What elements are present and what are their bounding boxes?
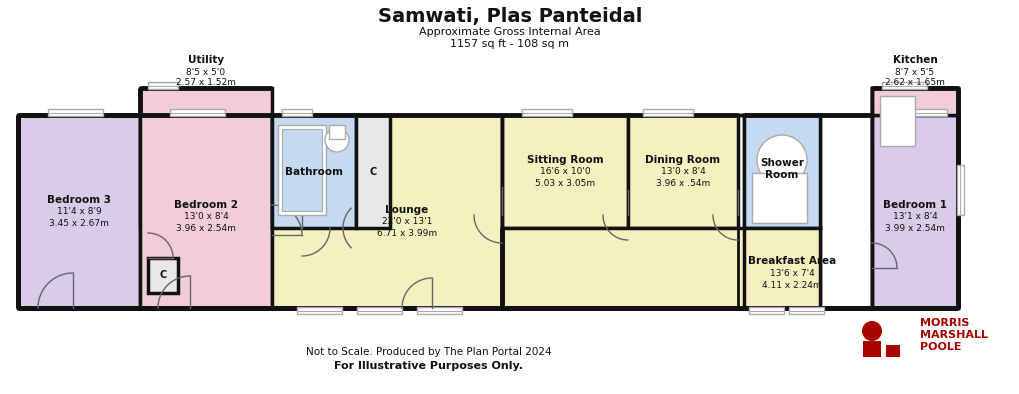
Text: Bedroom 3: Bedroom 3	[47, 195, 111, 204]
Bar	[743, 115, 819, 228]
Bar	[356, 115, 389, 228]
Text: Bathroom: Bathroom	[284, 167, 342, 177]
Circle shape	[861, 321, 881, 341]
Bar	[789, 307, 823, 314]
Text: Sitting Room: Sitting Room	[526, 154, 602, 165]
Text: Utility: Utility	[187, 55, 224, 65]
Text: 5.03 x 3.05m: 5.03 x 3.05m	[534, 179, 594, 188]
Bar	[18, 115, 140, 308]
Text: 2.57 x 1.52m: 2.57 x 1.52m	[176, 78, 235, 87]
Text: 8'5 x 5'0: 8'5 x 5'0	[186, 67, 225, 76]
Text: 3.45 x 2.67m: 3.45 x 2.67m	[49, 219, 109, 228]
Bar	[48, 109, 103, 116]
Text: 3.99 x 2.54m: 3.99 x 2.54m	[884, 224, 944, 233]
Bar	[329, 125, 344, 139]
Bar	[148, 82, 178, 89]
Text: POOLE: POOLE	[919, 342, 961, 352]
Bar	[886, 345, 899, 357]
Bar	[522, 109, 572, 116]
Bar	[357, 307, 401, 314]
Bar	[743, 228, 819, 308]
Bar	[501, 228, 819, 308]
Text: 3.96 x .54m: 3.96 x .54m	[655, 179, 709, 188]
Text: 3.96 x 2.54m: 3.96 x 2.54m	[176, 224, 235, 233]
Text: Lounge: Lounge	[385, 204, 428, 214]
Bar	[170, 109, 225, 116]
Text: C: C	[369, 167, 376, 177]
Bar	[881, 82, 926, 89]
Bar	[628, 115, 738, 228]
Text: 4.11 x 2.24m: 4.11 x 2.24m	[761, 281, 821, 290]
Bar	[140, 88, 272, 228]
Bar	[871, 115, 957, 308]
Text: Room: Room	[764, 170, 798, 180]
Circle shape	[325, 128, 348, 152]
Text: C: C	[159, 270, 166, 280]
Bar	[751, 173, 806, 223]
Text: For Illustrative Purposes Only.: For Illustrative Purposes Only.	[333, 361, 523, 371]
Bar	[356, 115, 389, 228]
Text: Breakfast Area: Breakfast Area	[747, 256, 836, 266]
Text: Bedroom 2: Bedroom 2	[174, 199, 237, 210]
Text: Approximate Gross Internal Area: Approximate Gross Internal Area	[419, 27, 600, 37]
Bar	[871, 88, 957, 115]
Bar	[281, 109, 312, 116]
Bar	[871, 115, 957, 308]
Bar	[272, 115, 356, 228]
Text: 16'6 x 10'0: 16'6 x 10'0	[539, 167, 590, 176]
Bar	[272, 115, 501, 308]
Bar	[748, 307, 784, 314]
Bar	[501, 115, 628, 228]
Bar	[956, 165, 963, 215]
Bar	[278, 125, 326, 215]
Text: 2.62 x 1.65m: 2.62 x 1.65m	[884, 78, 944, 87]
Bar	[297, 307, 341, 314]
Text: MARSHALL: MARSHALL	[919, 330, 987, 340]
Text: 13'0 x 8'4: 13'0 x 8'4	[660, 167, 705, 176]
Text: 13'6 x 7'4: 13'6 x 7'4	[769, 268, 813, 277]
Text: 6.71 x 3.99m: 6.71 x 3.99m	[377, 229, 436, 238]
Bar	[272, 115, 356, 228]
Bar	[871, 88, 957, 115]
Text: Samwati, Plas Panteidal: Samwati, Plas Panteidal	[377, 6, 642, 26]
Text: Not to Scale. Produced by The Plan Portal 2024: Not to Scale. Produced by The Plan Porta…	[306, 347, 550, 357]
Bar	[879, 96, 914, 146]
Text: 1157 sq ft - 108 sq m: 1157 sq ft - 108 sq m	[450, 39, 569, 49]
Bar	[871, 88, 957, 228]
Text: 8'7 x 5'5: 8'7 x 5'5	[895, 67, 933, 76]
Text: 13'1 x 8'4: 13'1 x 8'4	[892, 212, 936, 221]
Text: 22'0 x 13'1: 22'0 x 13'1	[381, 217, 432, 226]
Bar	[862, 341, 880, 357]
Circle shape	[756, 135, 806, 185]
Bar	[148, 258, 178, 293]
Text: Bedroom 1: Bedroom 1	[882, 199, 946, 210]
Text: Kitchen: Kitchen	[892, 55, 936, 65]
Bar	[417, 307, 462, 314]
Bar	[642, 109, 692, 116]
Text: 11'4 x 8'9: 11'4 x 8'9	[57, 207, 101, 216]
Bar	[281, 129, 322, 211]
Text: Shower: Shower	[759, 158, 803, 168]
Bar	[892, 109, 946, 116]
Text: MORRIS: MORRIS	[919, 318, 968, 328]
Bar	[743, 115, 819, 228]
Text: Dining Room: Dining Room	[645, 154, 719, 165]
Text: 13'0 x 8'4: 13'0 x 8'4	[183, 212, 228, 221]
Bar	[140, 115, 272, 308]
